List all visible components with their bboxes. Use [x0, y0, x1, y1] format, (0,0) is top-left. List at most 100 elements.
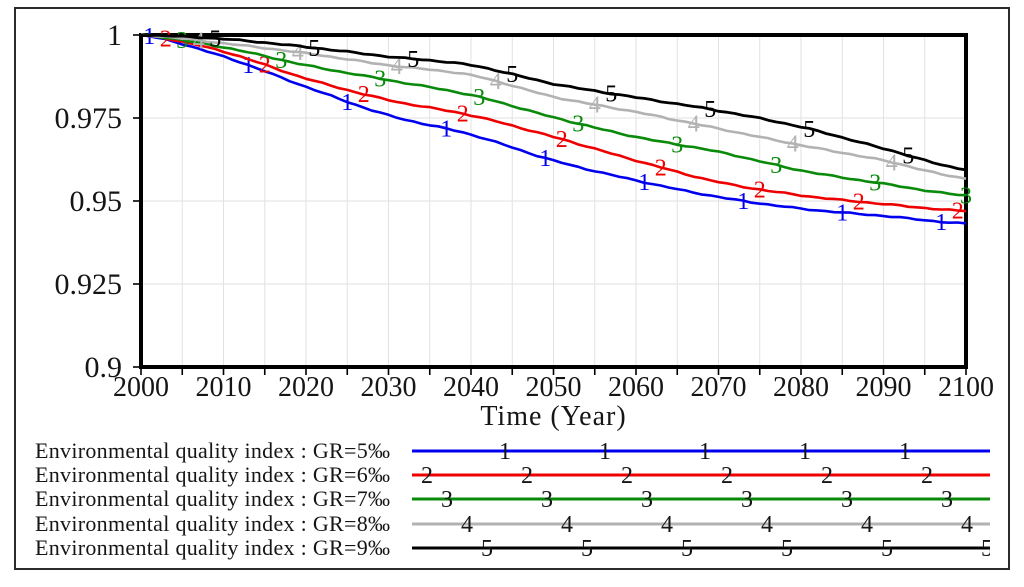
series-marker: 5	[308, 36, 320, 62]
series-marker: 3	[572, 112, 584, 138]
series-marker: 3	[374, 67, 386, 93]
legend-label: Environmental quality index : GR=7‰	[35, 486, 391, 512]
x-tick-label: 2010	[196, 372, 252, 403]
series-marker: 5	[407, 47, 419, 73]
series-marker: 1	[440, 117, 452, 143]
series-marker: 5	[605, 82, 617, 108]
series-marker: 3	[671, 132, 683, 158]
series-line-gr8	[140, 33, 967, 180]
plot-area: 2000 2010 2020 2030 2040 2050 2060 2070 2080 2090…	[55, 19, 995, 403]
x-tick-label: 2050	[526, 372, 582, 403]
series-marker: 3	[275, 48, 287, 74]
y-tick-label: 1	[107, 19, 122, 52]
series-line-gr5	[140, 33, 967, 225]
series-marker: 3	[176, 28, 188, 54]
legend-marker: 5	[881, 536, 893, 560]
series-marker: 2	[358, 82, 370, 108]
legend-marker: 5	[481, 536, 493, 560]
series-marker: 4	[886, 150, 898, 176]
series-marker: 2	[754, 178, 766, 204]
legend-marker: 4	[961, 512, 973, 536]
series-marker: 2	[457, 102, 469, 128]
legend-marker: 4	[861, 512, 873, 536]
legend-marker: 2	[821, 463, 833, 487]
legend-marker: 1	[799, 439, 811, 463]
y-tick-label: 0.9	[85, 351, 123, 384]
series-marker: 5	[506, 62, 518, 88]
legend-marker: 2	[921, 463, 933, 487]
series-marker: 2	[853, 190, 865, 216]
legend-marker: 3	[441, 487, 453, 511]
legend-line: 4 4 4 4 4 4	[412, 512, 990, 536]
legend-label: Environmental quality index : GR=8‰	[35, 510, 391, 536]
legend-marker: 2	[721, 463, 733, 487]
legend-marker: 3	[641, 487, 653, 511]
outer-frame	[14, 7, 1010, 570]
legend-marker: 1	[599, 439, 611, 463]
legend-marker: 5	[681, 536, 693, 560]
legend-row-gr7: Environmental quality index : GR=7‰ 3 3 3 3 3…	[14, 487, 1010, 511]
legend-marker: 3	[741, 487, 753, 511]
series-marker: 2	[952, 199, 964, 225]
series-marker: 4	[787, 132, 799, 158]
series-marker: 2	[556, 127, 568, 153]
y-tick-label: 0.95	[70, 185, 123, 218]
legend-marker: 5	[581, 536, 593, 560]
x-tick-label: 2100	[938, 372, 994, 403]
legend-marker: 3	[941, 487, 953, 511]
series-marker: 1	[935, 210, 947, 236]
series-line-gr6	[140, 33, 967, 213]
series-marker: 2	[655, 155, 667, 181]
legend-marker: 1	[899, 439, 911, 463]
legend-marker: 4	[661, 512, 673, 536]
series-marker: 4	[193, 28, 205, 54]
legend-marker: 1	[499, 439, 511, 463]
axis-ticks	[133, 34, 967, 375]
plot-border	[139, 33, 968, 369]
series-marker: 5	[803, 117, 815, 143]
legend-marker: 4	[461, 512, 473, 536]
legend-line: 3 3 3 3 3 3	[412, 487, 990, 511]
series-marker: 3	[473, 85, 485, 111]
legend-label: Environmental quality index : GR=9‰	[35, 534, 391, 560]
x-axis-title: Time (Year)	[480, 401, 627, 432]
series-marker: 4	[391, 54, 403, 80]
legend-row-gr8: Environmental quality index : GR=8‰ 4 4 4 4 4…	[14, 510, 1010, 536]
series-marker: 1	[143, 24, 155, 50]
series-marker: 1	[638, 170, 650, 196]
series-marker: 1	[539, 146, 551, 172]
legend-marker: 2	[621, 463, 633, 487]
series-marker: 1	[836, 201, 848, 227]
x-tick-label: 2090	[856, 372, 912, 403]
y-tick-label: 0.975	[55, 102, 123, 135]
series-line-gr9	[140, 33, 967, 172]
series-marker: 5	[209, 26, 221, 52]
x-tick-label: 2060	[608, 372, 664, 403]
series-marker: 4	[688, 112, 700, 138]
legend-label: Environmental quality index : GR=5‰	[35, 438, 391, 463]
series-marker: 2	[259, 53, 271, 79]
legend-marker: 3	[541, 487, 553, 511]
series-markers-gr9: 5 5 5 5 5 5 5 5	[209, 26, 914, 169]
legend-line: 2 2 2 2 2 2	[412, 463, 990, 487]
legend: Environmental quality index : GR=5‰ 1 1 1 1 1…	[14, 439, 1010, 564]
legend-marker: 2	[521, 463, 533, 487]
y-tick-label: 0.925	[55, 268, 123, 301]
series-marker: 4	[490, 69, 502, 95]
series-markers-gr7: 3 3 3 3 3 3 3 3 3	[176, 28, 972, 209]
series-marker: 5	[704, 97, 716, 123]
x-tick-label: 2070	[691, 372, 747, 403]
legend-marker: 1	[699, 439, 711, 463]
legend-label: Environmental quality index : GR=6‰	[35, 462, 391, 488]
series-marker: 3	[869, 170, 881, 196]
legend-marker: 5	[781, 536, 793, 560]
series-marker: 5	[902, 144, 914, 170]
legend-row-gr9: Environmental quality index : GR=9‰ 5 5 5 5 5…	[14, 534, 1010, 560]
series-marker: 4	[589, 93, 601, 119]
legend-line: 5 5 5 5 5 5	[412, 536, 990, 560]
series-marker: 3	[770, 153, 782, 179]
legend-marker: 2	[421, 463, 433, 487]
